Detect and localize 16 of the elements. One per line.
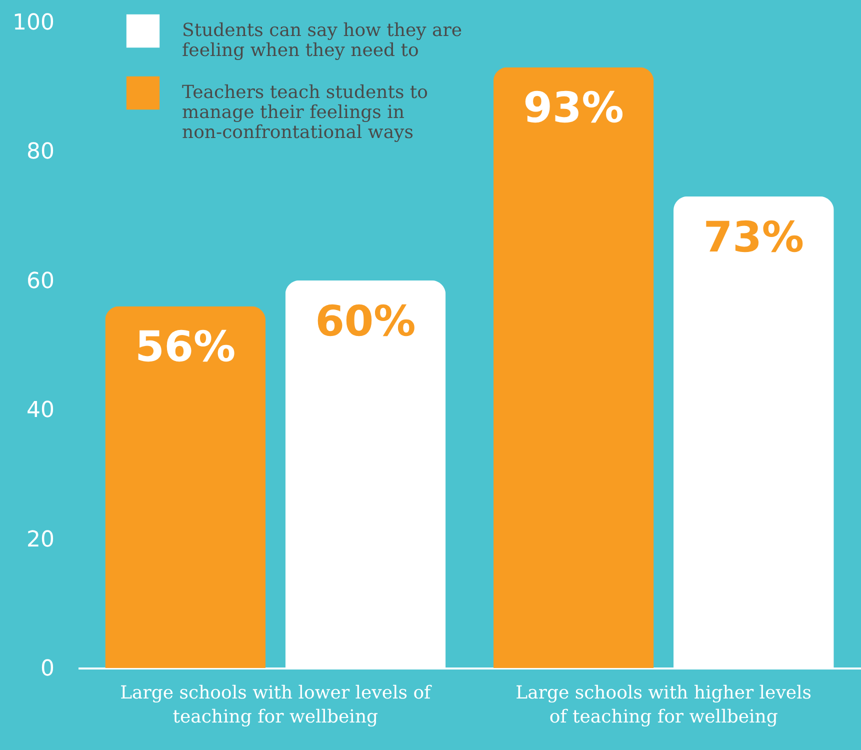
y-tick-label: 80 — [26, 140, 54, 165]
data-label: 56% — [135, 322, 236, 372]
x-tick-label: Large schools with lower levels of teaching for wellbeing — [120, 682, 432, 728]
data-label: 73% — [703, 212, 804, 262]
y-tick-label: 40 — [26, 398, 54, 424]
data-label: 93% — [523, 83, 624, 132]
x-tick-label: Large schools with higher levels of teaching for wellbeing — [516, 682, 812, 728]
legend-label: Students can say how they are feeling when they need to — [182, 20, 462, 61]
y-tick-label: 60 — [26, 268, 54, 294]
bar — [105, 306, 266, 668]
legend-label: Teachers teach students to manage their feelings in non-confrontational ways — [182, 82, 428, 143]
data-label: 60% — [315, 296, 416, 346]
y-tick-label: 100 — [12, 10, 54, 36]
bar — [493, 67, 654, 668]
y-tick-label: 20 — [26, 527, 54, 552]
y-tick-label: 0 — [40, 656, 54, 682]
